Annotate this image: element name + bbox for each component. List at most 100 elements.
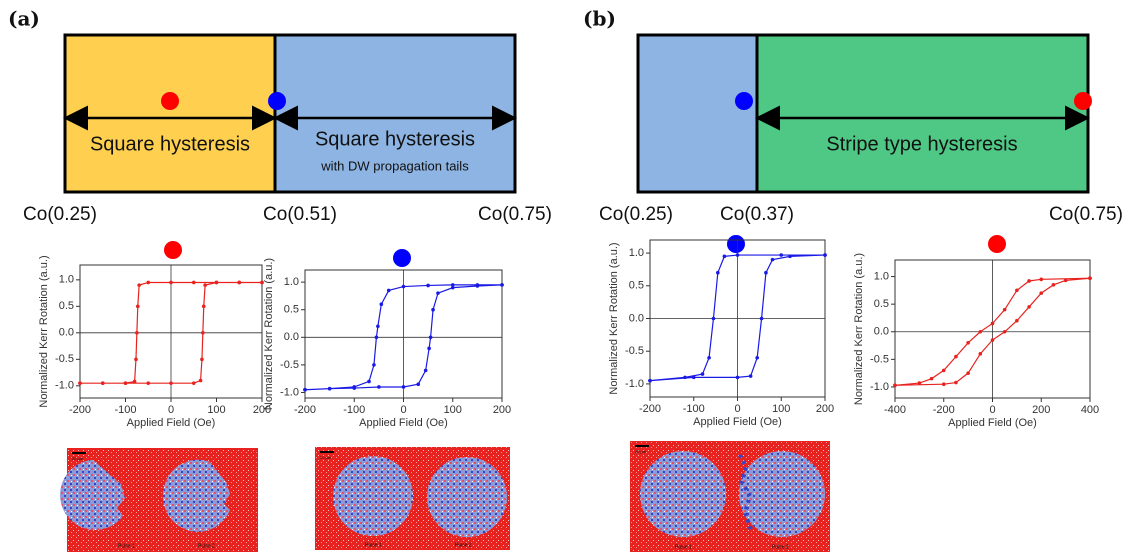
data-point bbox=[237, 280, 242, 285]
x-tick-label: -200 bbox=[933, 404, 955, 416]
y-tick-label: 0.5 bbox=[874, 298, 889, 310]
y-tick-label: -0.5 bbox=[625, 345, 644, 357]
y-tick-label: 1.0 bbox=[874, 270, 889, 282]
dot bbox=[393, 249, 411, 267]
scale-label: 20 µm bbox=[635, 449, 647, 454]
data-point bbox=[100, 381, 105, 385]
dot bbox=[161, 92, 179, 110]
data-point bbox=[755, 355, 759, 360]
data-point bbox=[1088, 276, 1092, 281]
data-point bbox=[954, 380, 958, 385]
data-point bbox=[327, 386, 332, 391]
data-point bbox=[759, 316, 764, 321]
panel-label: (a) bbox=[8, 7, 40, 31]
pulse-label: Pulse 1 bbox=[675, 544, 692, 550]
composition: Co(0.75) bbox=[1049, 204, 1123, 225]
data-point bbox=[376, 324, 380, 329]
x-tick-label: 100 bbox=[444, 404, 462, 416]
data-point bbox=[722, 254, 727, 259]
data-point bbox=[711, 316, 716, 321]
data-point bbox=[748, 374, 753, 378]
data-point bbox=[716, 270, 720, 275]
x-tick-label: 200 bbox=[816, 403, 834, 415]
y-tick-label: -1.0 bbox=[870, 381, 889, 393]
y-tick-label: 0.0 bbox=[284, 331, 299, 343]
data-point bbox=[427, 346, 431, 351]
region bbox=[65, 35, 275, 192]
data-point bbox=[1015, 288, 1019, 293]
data-point bbox=[683, 375, 687, 380]
dot bbox=[1074, 92, 1092, 110]
data-point bbox=[303, 387, 307, 392]
data-point bbox=[426, 283, 430, 288]
data-point bbox=[367, 379, 371, 384]
x-tick-label: 100 bbox=[207, 404, 225, 416]
x-axis-title: Applied Field (Oe) bbox=[948, 417, 1037, 429]
x-tick-label: 100 bbox=[772, 403, 790, 415]
data-point bbox=[707, 355, 711, 360]
region-label: Square hysteresis bbox=[315, 128, 475, 150]
data-point bbox=[135, 304, 140, 309]
y-tick-label: 1.0 bbox=[629, 247, 644, 259]
data-point bbox=[123, 381, 128, 385]
data-point bbox=[134, 357, 138, 362]
data-point bbox=[735, 253, 740, 257]
region-label: Stripe type hysteresis bbox=[826, 133, 1017, 155]
x-axis-title: Applied Field (Oe) bbox=[693, 416, 782, 428]
pulse-label: Pulse 1 bbox=[365, 542, 382, 548]
data-point bbox=[1027, 279, 1031, 283]
data-point bbox=[146, 381, 151, 385]
data-point bbox=[941, 368, 946, 373]
x-tick-label: -100 bbox=[683, 403, 705, 415]
x-tick-label: -200 bbox=[69, 404, 91, 416]
data-point bbox=[1015, 318, 1019, 323]
y-axis-title: Normalized Kerr Rotation (a.u.) bbox=[38, 255, 50, 407]
data-point bbox=[450, 285, 455, 290]
data-point bbox=[954, 354, 958, 359]
data-point bbox=[146, 280, 151, 285]
composition: Co(0.51) bbox=[263, 204, 337, 225]
x-tick-label: 200 bbox=[493, 404, 511, 416]
data-point bbox=[770, 257, 775, 262]
x-tick-label: 0 bbox=[400, 404, 406, 416]
x-tick-label: 0 bbox=[168, 404, 174, 416]
pulse-label: Pulse 2 bbox=[455, 542, 472, 548]
data-point bbox=[1002, 329, 1007, 334]
data-point bbox=[990, 321, 995, 326]
pulse-label: Pulse 1 bbox=[118, 543, 135, 549]
data-point bbox=[500, 283, 504, 287]
x-tick-label: 400 bbox=[1081, 404, 1099, 416]
data-point bbox=[191, 381, 196, 385]
data-point bbox=[137, 283, 141, 287]
pulse-label: Pulse 2 bbox=[772, 544, 789, 550]
x-axis-title: Applied Field (Oe) bbox=[127, 417, 216, 429]
data-point bbox=[214, 280, 219, 285]
y-tick-label: 0.0 bbox=[629, 312, 644, 324]
data-point bbox=[78, 381, 82, 385]
data-point bbox=[203, 283, 207, 287]
hysteresis-line bbox=[80, 281, 262, 384]
region bbox=[757, 35, 1088, 192]
y-axis-title: Normalized Kerr Rotation (a.u.) bbox=[263, 258, 275, 410]
data-point bbox=[386, 288, 391, 293]
data-point bbox=[169, 280, 173, 285]
scale-label: 20 µm bbox=[320, 455, 332, 460]
image: 20 µm Pulse 1 Pulse 2 bbox=[60, 448, 258, 552]
data-point bbox=[431, 307, 435, 312]
region bbox=[638, 35, 757, 192]
data-point bbox=[700, 372, 705, 376]
dot bbox=[988, 235, 1006, 253]
y-tick-label: 1.0 bbox=[59, 274, 74, 286]
data-point bbox=[423, 368, 428, 373]
data-point bbox=[779, 253, 784, 257]
data-point bbox=[475, 284, 480, 288]
data-point bbox=[966, 371, 970, 375]
y-tick-label: 0.5 bbox=[629, 280, 644, 292]
data-point bbox=[428, 335, 433, 340]
x-tick-label: -100 bbox=[343, 404, 365, 416]
data-point bbox=[966, 341, 970, 345]
data-point bbox=[917, 381, 922, 385]
data-point bbox=[374, 335, 379, 340]
dot bbox=[735, 92, 753, 110]
data-point bbox=[450, 283, 455, 287]
